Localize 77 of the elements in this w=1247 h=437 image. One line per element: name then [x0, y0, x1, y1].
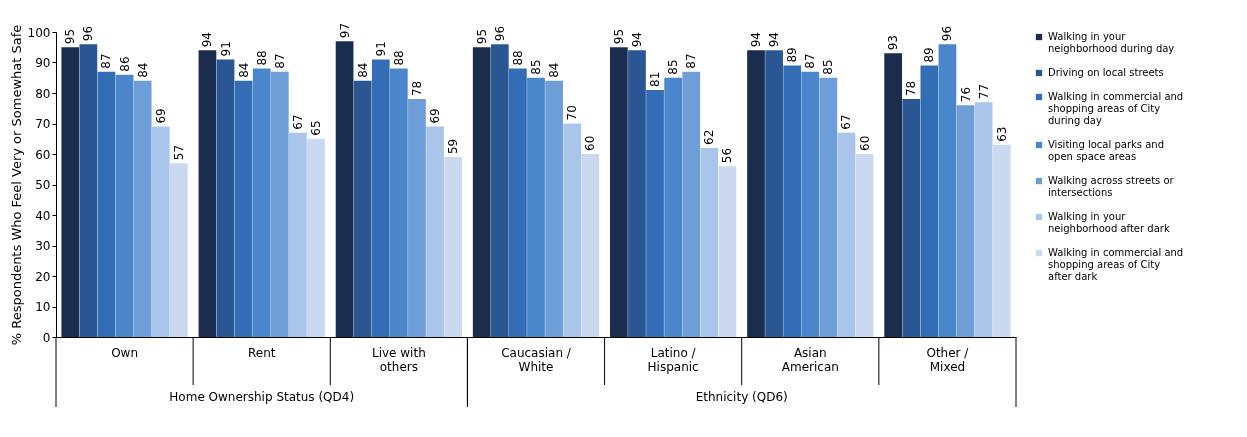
data-label: 84: [135, 62, 150, 78]
data-label: 94: [629, 32, 644, 48]
data-label: 88: [510, 50, 525, 66]
data-label: 91: [373, 41, 388, 57]
data-label: 93: [886, 35, 901, 51]
data-label: 70: [565, 105, 580, 121]
data-label: 87: [684, 53, 699, 69]
y-tick-label: 20: [35, 269, 51, 284]
data-label: 95: [474, 28, 489, 45]
y-tick-label: 70: [35, 117, 51, 131]
y-tick-label: 0: [42, 330, 51, 345]
data-label: 85: [529, 59, 543, 75]
data-label: 91: [218, 41, 233, 57]
data-label: 57: [171, 144, 186, 161]
data-label: 97: [337, 22, 352, 39]
legend-label: Walking in commercial and shopping areas of City after dark: [1048, 247, 1184, 282]
data-label: 86: [117, 56, 132, 72]
y-tick-label: 60: [35, 147, 51, 162]
data-label: 65: [308, 120, 323, 136]
data-label: 77: [976, 83, 991, 100]
legend-label: Driving on local streets: [1048, 67, 1164, 78]
y-tick-label: 100: [27, 25, 51, 40]
text: Home Ownership Status (QD4): [169, 390, 355, 404]
data-label: 85: [821, 59, 836, 75]
data-label: 87: [99, 53, 114, 69]
data-label: 89: [922, 47, 937, 63]
data-label: 96: [81, 25, 96, 42]
data-label: 69: [153, 108, 168, 124]
data-label: 95: [611, 28, 626, 45]
y-tick-label: 80: [35, 86, 51, 101]
data-label: 67: [290, 114, 305, 130]
data-label: 87: [803, 53, 818, 69]
data-label: 94: [767, 32, 782, 48]
x-tick-label: Other / Mixed: [926, 345, 970, 374]
data-label: 78: [409, 80, 424, 97]
data-label: 59: [446, 138, 461, 155]
data-label: 84: [547, 62, 562, 78]
data-label: 95: [63, 28, 78, 45]
x-tick-label: Latino / Hispanic: [647, 345, 699, 374]
data-label: 60: [857, 135, 872, 151]
data-label: 81: [648, 71, 663, 87]
legend-label: Walking in commercial and shopping areas of City during day: [1048, 91, 1184, 126]
y-tick-label: 30: [35, 239, 51, 253]
legend-label: Walking in your neighborhood after dark: [1048, 211, 1170, 234]
x-tick-label: Rent: [247, 345, 276, 360]
y-tick-label: 90: [35, 56, 51, 70]
legend-label: Walking in your neighborhood during day: [1048, 31, 1175, 54]
text: Ethnicity (QD6): [695, 390, 788, 404]
x-tick-label: Own: [111, 345, 139, 360]
data-label: 88: [391, 50, 406, 66]
x-tick-label: Live with others: [371, 345, 426, 374]
data-label: 78: [904, 80, 919, 97]
legend-label: Walking across streets or intersections: [1048, 175, 1175, 198]
data-label: 88: [254, 50, 269, 66]
data-label: 96: [492, 25, 507, 42]
y-tick-label: 40: [35, 208, 51, 223]
legend-label: Visiting local parks and open space areas: [1048, 139, 1165, 162]
data-label: 76: [958, 86, 973, 103]
data-label: 84: [355, 62, 370, 78]
data-label: 87: [272, 53, 287, 69]
data-label: 63: [994, 126, 1009, 142]
data-label: 67: [839, 114, 854, 130]
data-label: 62: [702, 129, 717, 145]
data-label: 56: [720, 147, 735, 164]
data-label: 96: [940, 25, 955, 42]
data-label: 60: [583, 135, 598, 151]
x-tick-label: Asian American: [781, 345, 839, 374]
y-tick-label: 10: [35, 300, 51, 314]
data-label: 69: [428, 108, 443, 124]
data-label: 89: [785, 47, 800, 63]
y-axis-title: % Respondents Who Feel Very or Somewhat Safe: [8, 24, 24, 346]
y-tick-label: 50: [35, 178, 51, 192]
data-label: 84: [236, 62, 251, 78]
data-label: 94: [200, 32, 215, 48]
x-tick-label: Caucasian / White: [501, 345, 572, 374]
data-label: 94: [749, 32, 764, 48]
data-label: 85: [666, 59, 681, 75]
